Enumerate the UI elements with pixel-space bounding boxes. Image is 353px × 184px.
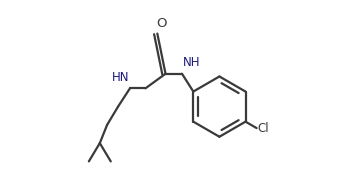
Text: O: O <box>157 17 167 30</box>
Text: Cl: Cl <box>257 122 269 135</box>
Text: NH: NH <box>183 56 201 69</box>
Text: HN: HN <box>112 71 129 84</box>
